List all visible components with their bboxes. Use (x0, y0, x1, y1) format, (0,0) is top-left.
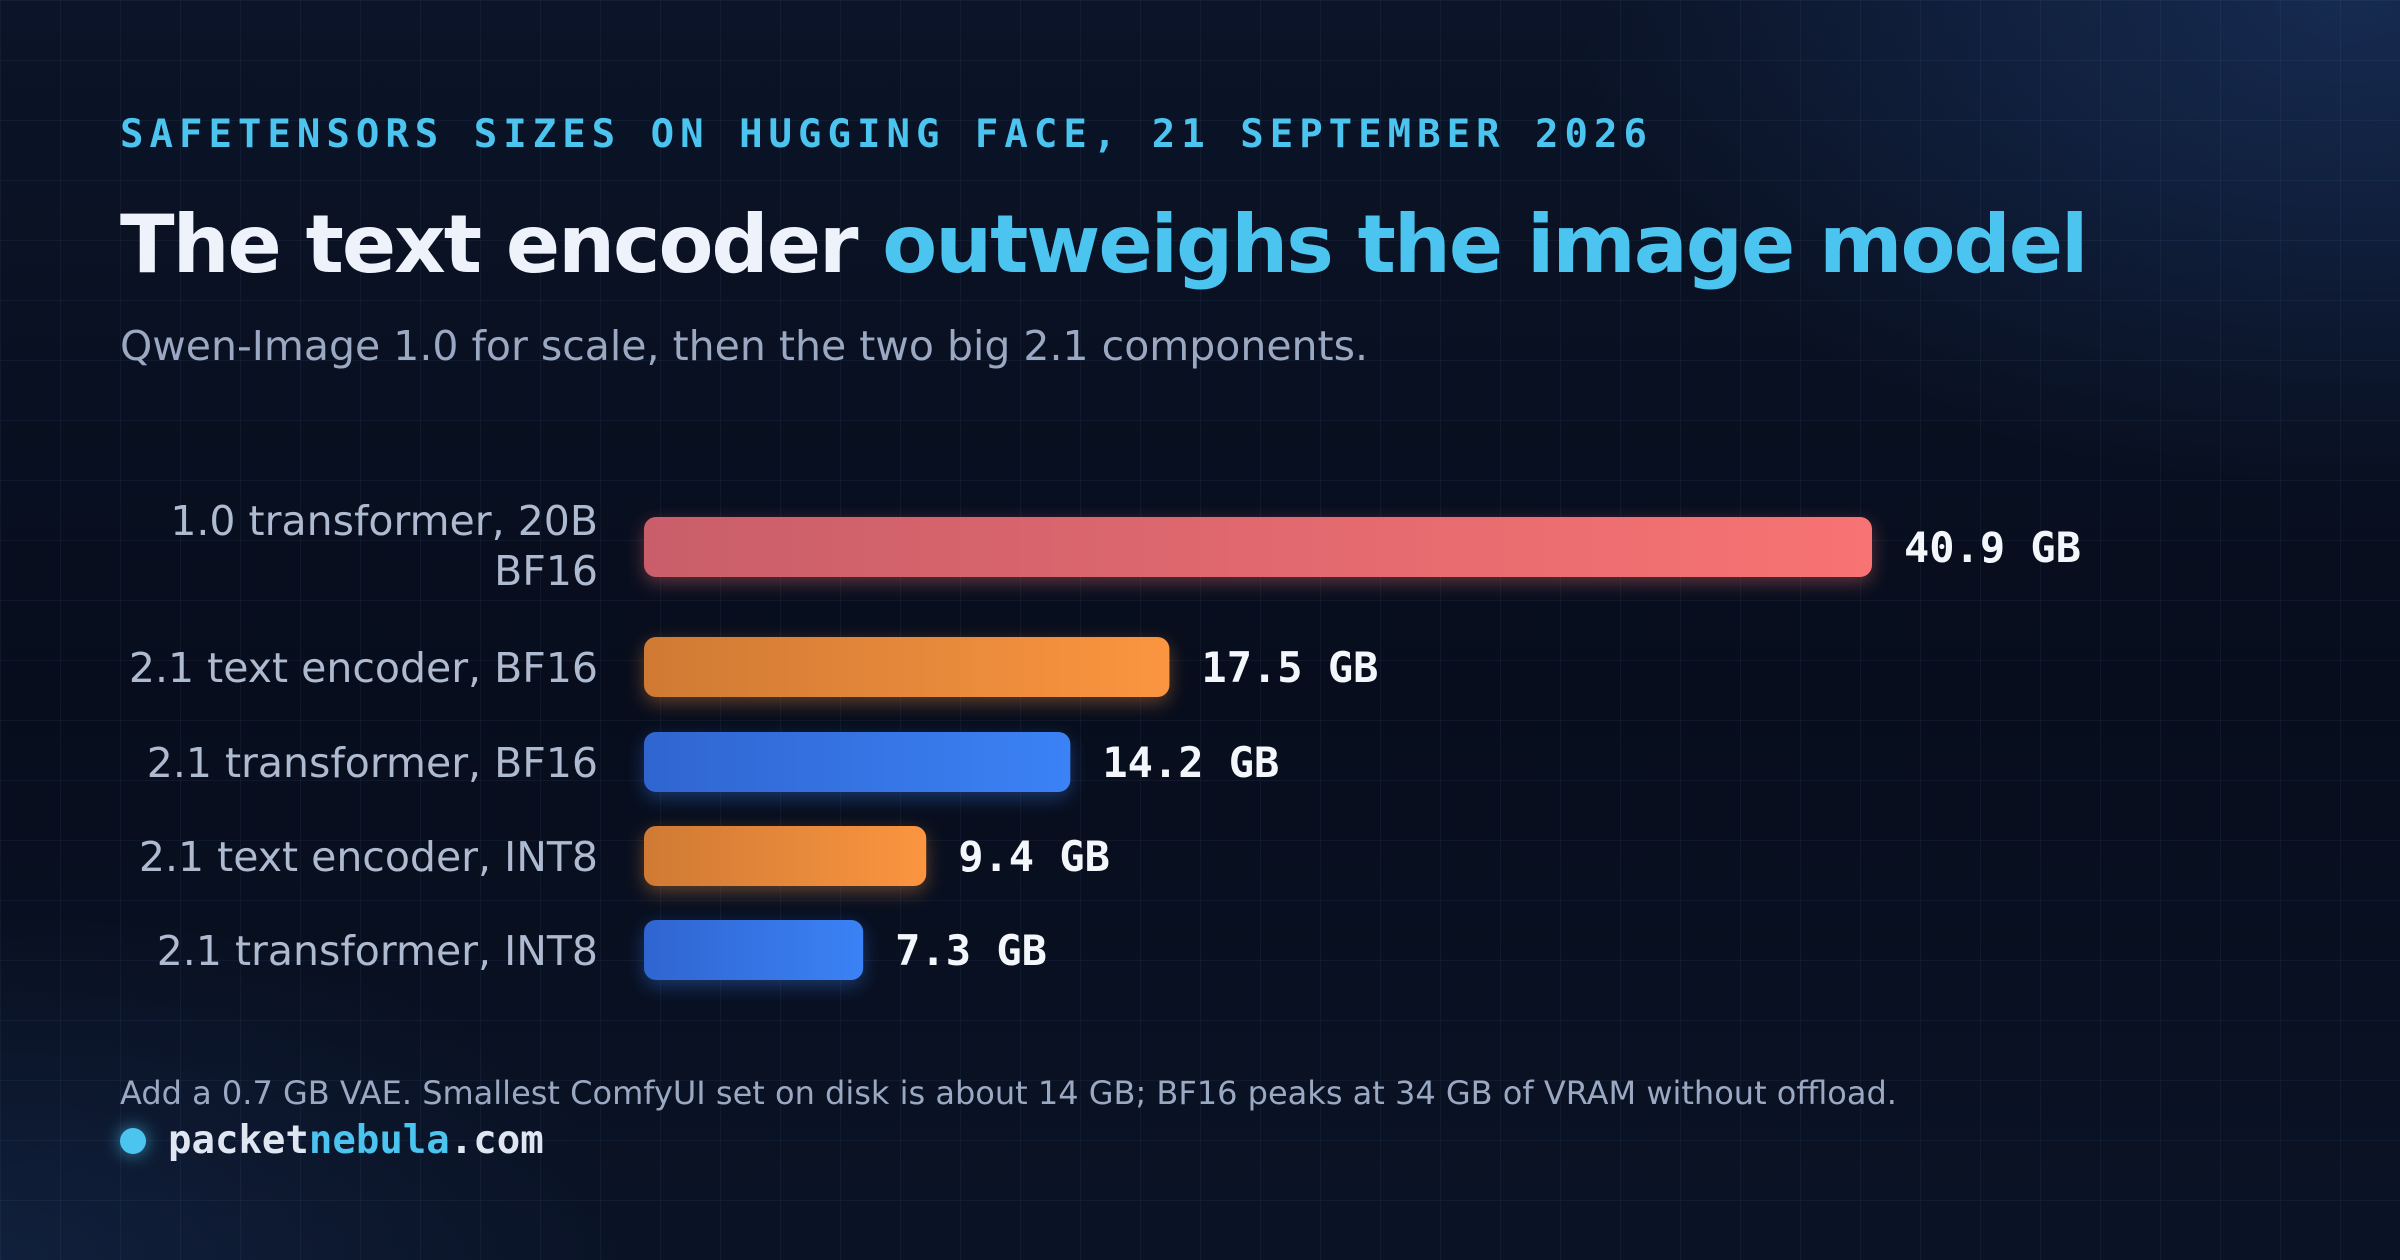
value-label: 7.3 GB (895, 926, 1047, 975)
bar (644, 637, 1170, 697)
value-label: 14.2 GB (1102, 738, 1279, 787)
category-label: 2.1 transformer, INT8 (157, 927, 598, 975)
brand-name-part2: nebula (308, 1118, 450, 1163)
brand-name: packetnebula.com (168, 1118, 544, 1163)
bar (644, 732, 1071, 792)
bar (644, 517, 1872, 577)
brand: packetnebula.com (120, 1118, 544, 1163)
brand-dot-icon (120, 1127, 146, 1154)
value-label: 17.5 GB (1201, 643, 1378, 692)
title-lead: The text encoder (120, 198, 883, 291)
category-label: BF16 (494, 547, 598, 595)
page-title: The text encoder outweighs the image mod… (120, 198, 2088, 291)
title-accent: outweighs the image model (882, 198, 2088, 291)
footnote: Add a 0.7 GB VAE. Smallest ComfyUI set o… (120, 1074, 1897, 1112)
brand-name-part1: packet (168, 1118, 309, 1163)
page-subtitle: Qwen-Image 1.0 for scale, then the two b… (120, 322, 1368, 370)
category-label: 2.1 transformer, BF16 (147, 739, 598, 787)
category-label: 2.1 text encoder, INT8 (139, 833, 598, 881)
value-label: 40.9 GB (1904, 523, 2081, 572)
category-label: 2.1 text encoder, BF16 (129, 644, 598, 692)
category-label: 1.0 transformer, 20B (170, 497, 598, 545)
value-label: 9.4 GB (958, 832, 1110, 881)
bar (644, 920, 864, 980)
eyebrow-label: SAFETENSORS SIZES ON HUGGING FACE, 21 SE… (120, 112, 1653, 157)
bar (644, 826, 927, 886)
brand-name-part3: .com (449, 1118, 544, 1163)
